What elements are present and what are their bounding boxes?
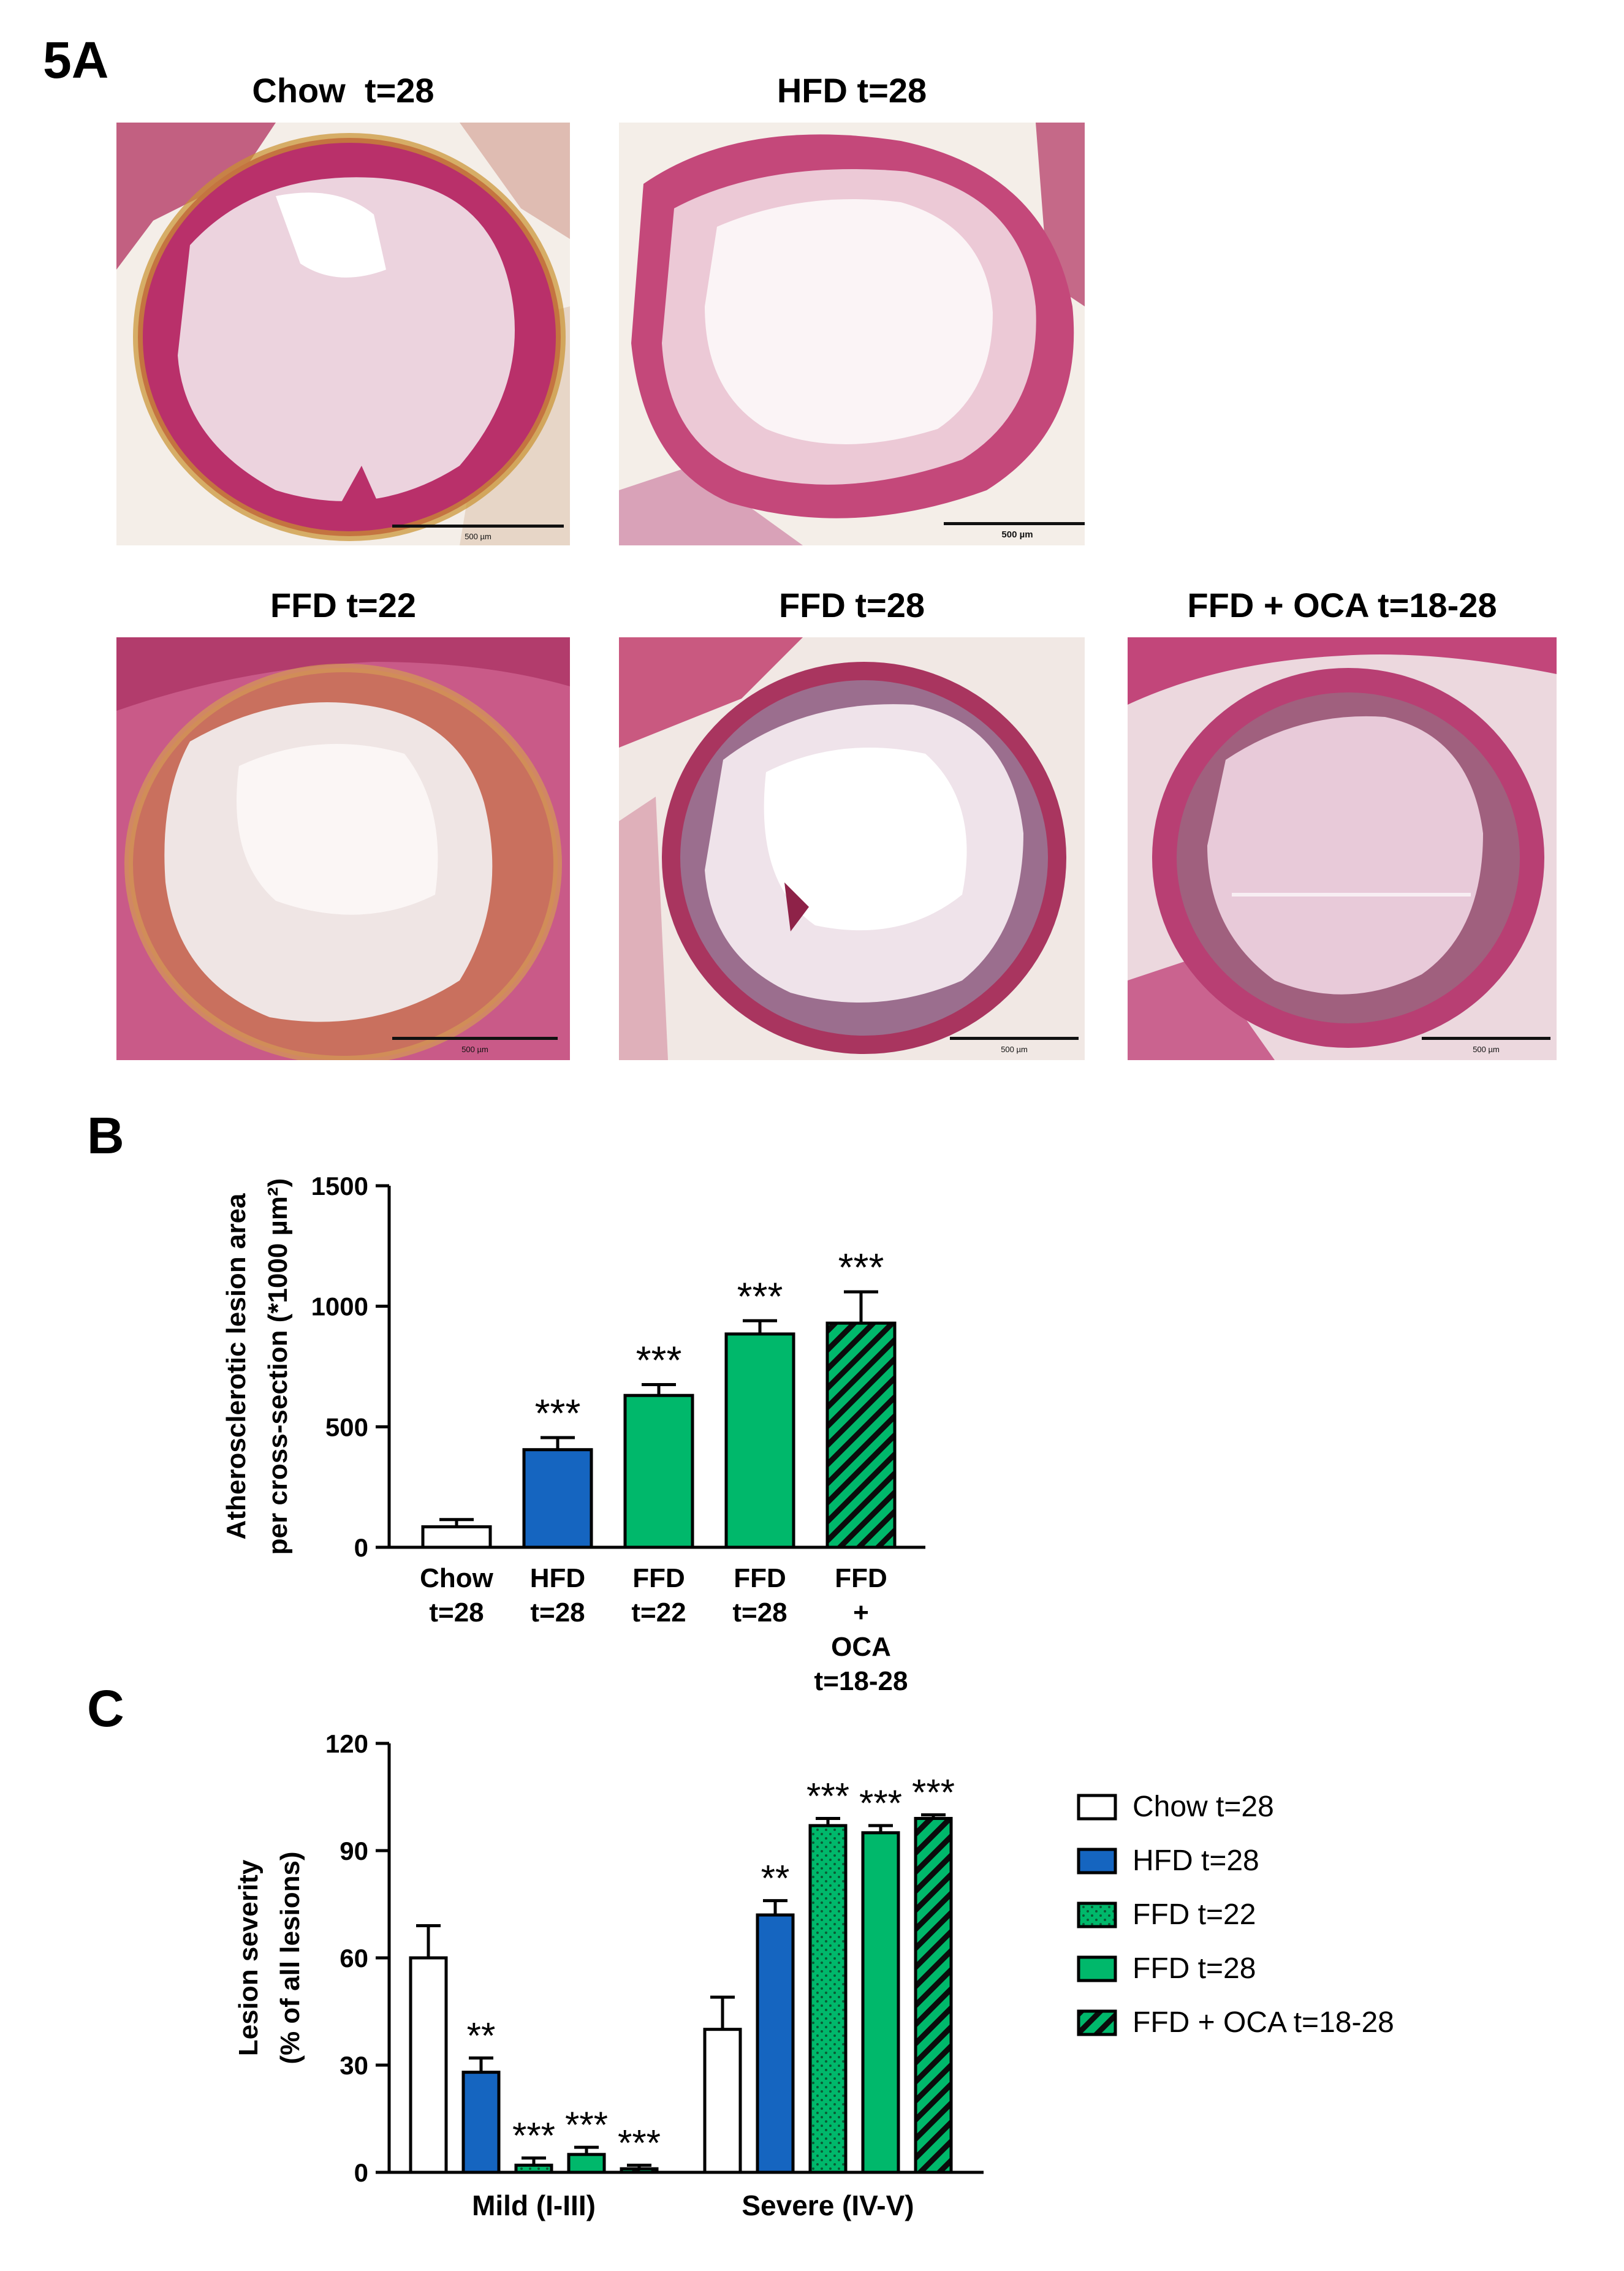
scale-label: 500 µm: [465, 532, 491, 541]
c-sig-label: ***: [618, 2122, 661, 2163]
c-bar: [914, 1817, 953, 2174]
b-x-tick-label: t=28: [732, 1598, 787, 1628]
b-x-tick-label: Chow: [420, 1563, 494, 1593]
scale-bar: [392, 1037, 558, 1040]
c-legend-swatch: [1077, 1901, 1117, 1928]
b-sig-label: ***: [636, 1338, 682, 1382]
scale-label: 500 µm: [461, 1045, 488, 1054]
c-sig-label: ***: [806, 1776, 849, 1817]
b-bar: [825, 1321, 897, 1549]
scale-bar: [944, 522, 1085, 525]
b-sig-label: ***: [535, 1391, 581, 1435]
c-legend-label: FFD t=22: [1133, 1898, 1256, 1931]
b-y-label: Atherosclerotic lesion area: [221, 1193, 251, 1539]
c-legend-label: HFD t=28: [1133, 1844, 1259, 1877]
c-bar: [409, 1956, 448, 2174]
c-legend-swatch: [1077, 1794, 1117, 1821]
b-bar: [724, 1332, 795, 1549]
c-sig-label: ***: [859, 1783, 902, 1824]
c-legend-swatch: [1077, 2009, 1117, 2036]
c-y-label: Lesion severity: [233, 1859, 264, 2056]
b-x-tick-label: t=18-28: [814, 1666, 908, 1696]
b-y-label: per cross-section (*1000 µm²): [263, 1178, 293, 1555]
c-legend-label: FFD + OCA t=18-28: [1133, 2006, 1394, 2039]
c-legend-swatch: [1077, 1848, 1117, 1875]
c-x-tick-label: Mild (I-III): [472, 2189, 596, 2221]
c-legend-label: FFD t=28: [1133, 1952, 1256, 1985]
c-bar: [567, 2153, 606, 2174]
scale-bar: [392, 525, 564, 528]
scale-label: 500 µm: [1473, 1045, 1500, 1054]
b-y-tick-label: 1500: [311, 1172, 368, 1200]
c-legend-label: Chow t=28: [1133, 1791, 1274, 1823]
image-title-ffd28: FFD t=28: [778, 586, 925, 624]
b-y-tick-label: 0: [354, 1533, 368, 1562]
b-x-tick-label: FFD: [632, 1563, 685, 1593]
histology-image-ffd-oca: 500 µm: [1128, 637, 1557, 1060]
b-x-tick-label: FFD: [734, 1563, 786, 1593]
b-y-tick-label: 500: [325, 1412, 368, 1441]
c-bar: [514, 2163, 553, 2174]
c-bar: [461, 2071, 501, 2174]
c-bar: [703, 2028, 742, 2174]
image-title-hfd: HFD t=28: [776, 71, 927, 110]
scale-label: 500 µm: [1001, 1045, 1028, 1054]
histology-image-ffd22: 500 µm: [116, 637, 570, 1060]
c-bar: [756, 1913, 795, 2174]
b-y-tick-label: 1000: [311, 1292, 368, 1321]
image-title-ffd-oca: FFD + OCA t=18-28: [1187, 586, 1497, 624]
c-sig-label: ***: [512, 2115, 555, 2156]
b-x-tick-label: OCA: [831, 1632, 891, 1662]
c-y-tick-label: 120: [325, 1729, 368, 1758]
b-x-tick-label: FFD: [835, 1563, 887, 1593]
c-y-tick-label: 30: [340, 2051, 368, 2080]
c-x-tick-label: Severe (IV-V): [742, 2189, 914, 2221]
scale-bar: [950, 1037, 1079, 1040]
b-x-tick-label: t=22: [631, 1598, 686, 1628]
scale-label: 500 µm: [1001, 529, 1033, 540]
c-sig-label: **: [761, 1858, 790, 1899]
c-bar: [808, 1824, 848, 2174]
b-bar: [421, 1525, 492, 1549]
c-bar: [861, 1831, 900, 2174]
c-sig-label: ***: [565, 2104, 608, 2145]
c-y-label: (% of all lesions): [275, 1851, 305, 2064]
c-y-tick-label: 0: [354, 2158, 368, 2187]
b-sig-label: ***: [737, 1274, 783, 1318]
b-x-tick-label: +: [853, 1598, 869, 1628]
c-bar: [620, 2167, 659, 2174]
b-x-tick-label: HFD: [530, 1563, 585, 1593]
scale-bar: [1422, 1037, 1550, 1040]
c-y-tick-label: 90: [340, 1837, 368, 1865]
panel-label-b: B: [87, 1107, 124, 1164]
b-bar: [623, 1393, 694, 1549]
b-sig-label: ***: [838, 1245, 884, 1289]
image-title-ffd22: FFD t=22: [270, 586, 417, 624]
c-y-tick-label: 60: [340, 1944, 368, 1973]
c-legend-swatch: [1077, 1955, 1117, 1982]
c-sig-label: ***: [912, 1772, 955, 1813]
b-x-tick-label: t=28: [530, 1598, 585, 1628]
panel-label-c: C: [87, 1680, 124, 1737]
b-bar: [522, 1448, 593, 1549]
c-sig-label: **: [467, 2015, 496, 2056]
histology-image-chow: 500 µm: [116, 123, 570, 545]
histology-image-ffd28: 500 µm: [619, 637, 1085, 1060]
b-x-tick-label: t=28: [429, 1598, 484, 1628]
image-title-chow: Chow t=28: [252, 71, 434, 110]
histology-image-hfd: 500 µm: [619, 123, 1085, 545]
panel-label-a: 5A: [43, 31, 109, 89]
